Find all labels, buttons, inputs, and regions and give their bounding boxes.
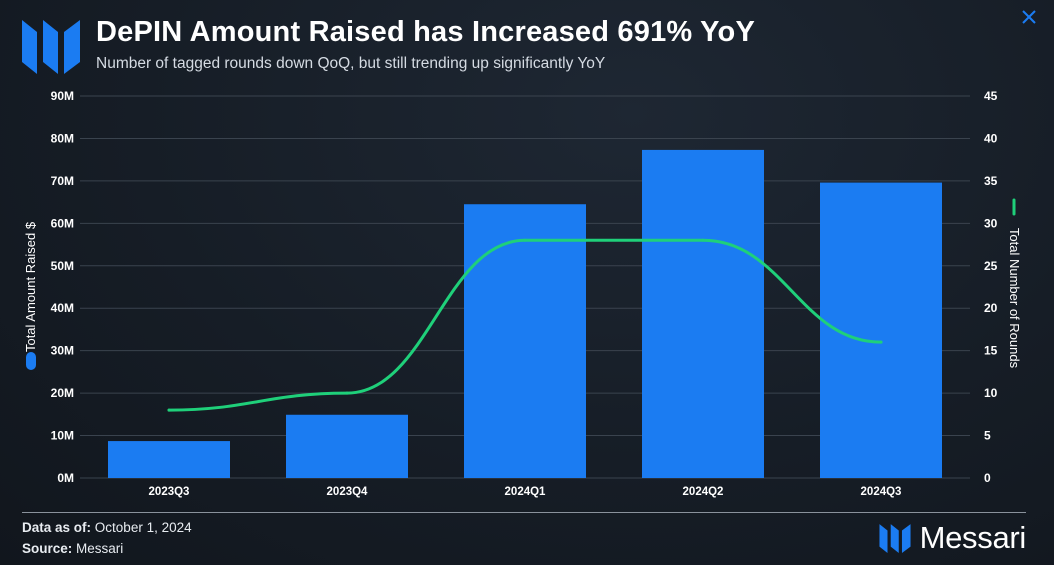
y-right-tick-label: 45 <box>984 89 998 103</box>
y-right-tick-label: 5 <box>984 429 991 443</box>
y-left-tick-label: 80M <box>51 131 74 145</box>
y-left-tick-label: 90M <box>51 89 74 103</box>
bar-legend-icon <box>26 352 36 370</box>
page-title: DePIN Amount Raised has Increased 691% Y… <box>96 16 755 48</box>
bar <box>642 149 764 478</box>
bar <box>464 204 586 478</box>
y-right-tick-label: 15 <box>984 344 998 358</box>
data-as-of-label: Data as of: <box>22 520 92 535</box>
x-tick-label: 2023Q3 <box>149 486 190 498</box>
rounds-point <box>879 340 883 344</box>
y-right-tick-label: 35 <box>984 174 998 188</box>
x-tick-label: 2023Q4 <box>327 486 369 498</box>
footer-divider <box>22 512 1026 513</box>
y-right-tick-label: 25 <box>984 259 998 273</box>
y-right-axis-title: Total Number of Rounds <box>1007 228 1022 369</box>
y-right-tick-label: 30 <box>984 216 998 230</box>
chart: 0M 10M 20M 30M 40M 50M 60M 70M 80M 90M 0 5 10 15 20 25 3… <box>23 89 1022 498</box>
y-left-tick-label: 30M <box>51 344 74 358</box>
y-right-tick-label: 10 <box>984 386 998 400</box>
brand: Messari <box>878 520 1026 556</box>
y-right-tick-label: 20 <box>984 301 998 315</box>
rounds-point <box>701 238 705 242</box>
source-value: Messari <box>76 541 124 556</box>
y-left-tick-label: 40M <box>51 301 74 315</box>
brand-name: Messari <box>919 520 1027 555</box>
source: Source: Messari <box>22 541 123 556</box>
bar <box>820 182 942 478</box>
y-right-tick-label: 40 <box>984 131 998 145</box>
y-left-axis-title: Total Amount Raised $ <box>23 221 38 352</box>
x-tick-label: 2024Q1 <box>505 486 547 498</box>
x-tick-label: 2024Q3 <box>861 486 902 498</box>
rounds-point <box>523 238 527 242</box>
source-label: Source: <box>22 541 73 556</box>
page-subtitle: Number of tagged rounds down QoQ, but st… <box>96 55 606 72</box>
brand-logo-icon <box>879 524 911 553</box>
y-left-tick-label: 70M <box>51 174 74 188</box>
x-tick-label: 2024Q2 <box>683 486 724 498</box>
y-left-tick-label: 0M <box>57 471 74 485</box>
y-right-tick-label: 0 <box>984 471 991 485</box>
close-icon[interactable] <box>1018 6 1040 28</box>
y-left-tick-label: 10M <box>51 429 74 443</box>
bar <box>108 441 230 478</box>
y-left-tick-label: 50M <box>51 259 74 273</box>
y-left-tick-label: 60M <box>51 216 74 230</box>
messari-logo-icon <box>22 20 80 74</box>
rounds-point <box>167 408 171 412</box>
y-left-tick-label: 20M <box>51 386 74 400</box>
data-as-of-value: October 1, 2024 <box>94 520 192 535</box>
rounds-point <box>345 391 349 395</box>
bar <box>286 414 408 478</box>
data-as-of: Data as of: October 1, 2024 <box>22 520 192 535</box>
